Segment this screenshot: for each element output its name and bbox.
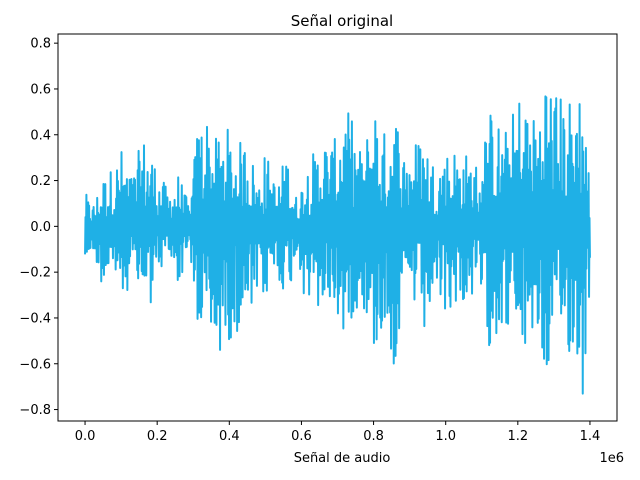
x-tick-label: 1.4 <box>580 429 601 444</box>
y-tick-label: 0.2 <box>30 174 51 189</box>
y-tick-label: −0.4 <box>19 311 51 326</box>
x-tick-label: 0.8 <box>363 429 384 444</box>
y-tick-label: 0.6 <box>30 82 51 97</box>
x-axis: 0.0 0.2 0.4 0.6 0.8 1.0 1.2 1.4 <box>75 421 601 444</box>
x-tick-label: 0.2 <box>147 429 168 444</box>
y-tick-label: −0.6 <box>19 357 51 372</box>
y-tick-label: 0.8 <box>30 37 51 52</box>
y-axis: −0.8 −0.6 −0.4 −0.2 0.0 0.2 0.4 0.6 0.8 <box>19 37 58 418</box>
x-offset-text: 1e6 <box>599 451 624 466</box>
chart-title: Señal original <box>291 12 393 30</box>
plot-area <box>84 95 591 395</box>
axes-frame <box>57 33 618 422</box>
x-tick-label: 1.0 <box>435 429 456 444</box>
y-tick-label: 0.4 <box>30 128 51 143</box>
y-tick-label: −0.8 <box>19 403 51 418</box>
series-line <box>84 95 591 395</box>
x-tick-label: 1.2 <box>507 429 528 444</box>
x-tick-label: 0.4 <box>219 429 240 444</box>
x-axis-label: Señal de audio <box>294 451 391 466</box>
y-tick-label: −0.2 <box>19 266 51 281</box>
y-tick-label: 0.0 <box>30 220 51 235</box>
x-tick-label: 0.6 <box>291 429 312 444</box>
x-tick-label: 0.0 <box>75 429 96 444</box>
